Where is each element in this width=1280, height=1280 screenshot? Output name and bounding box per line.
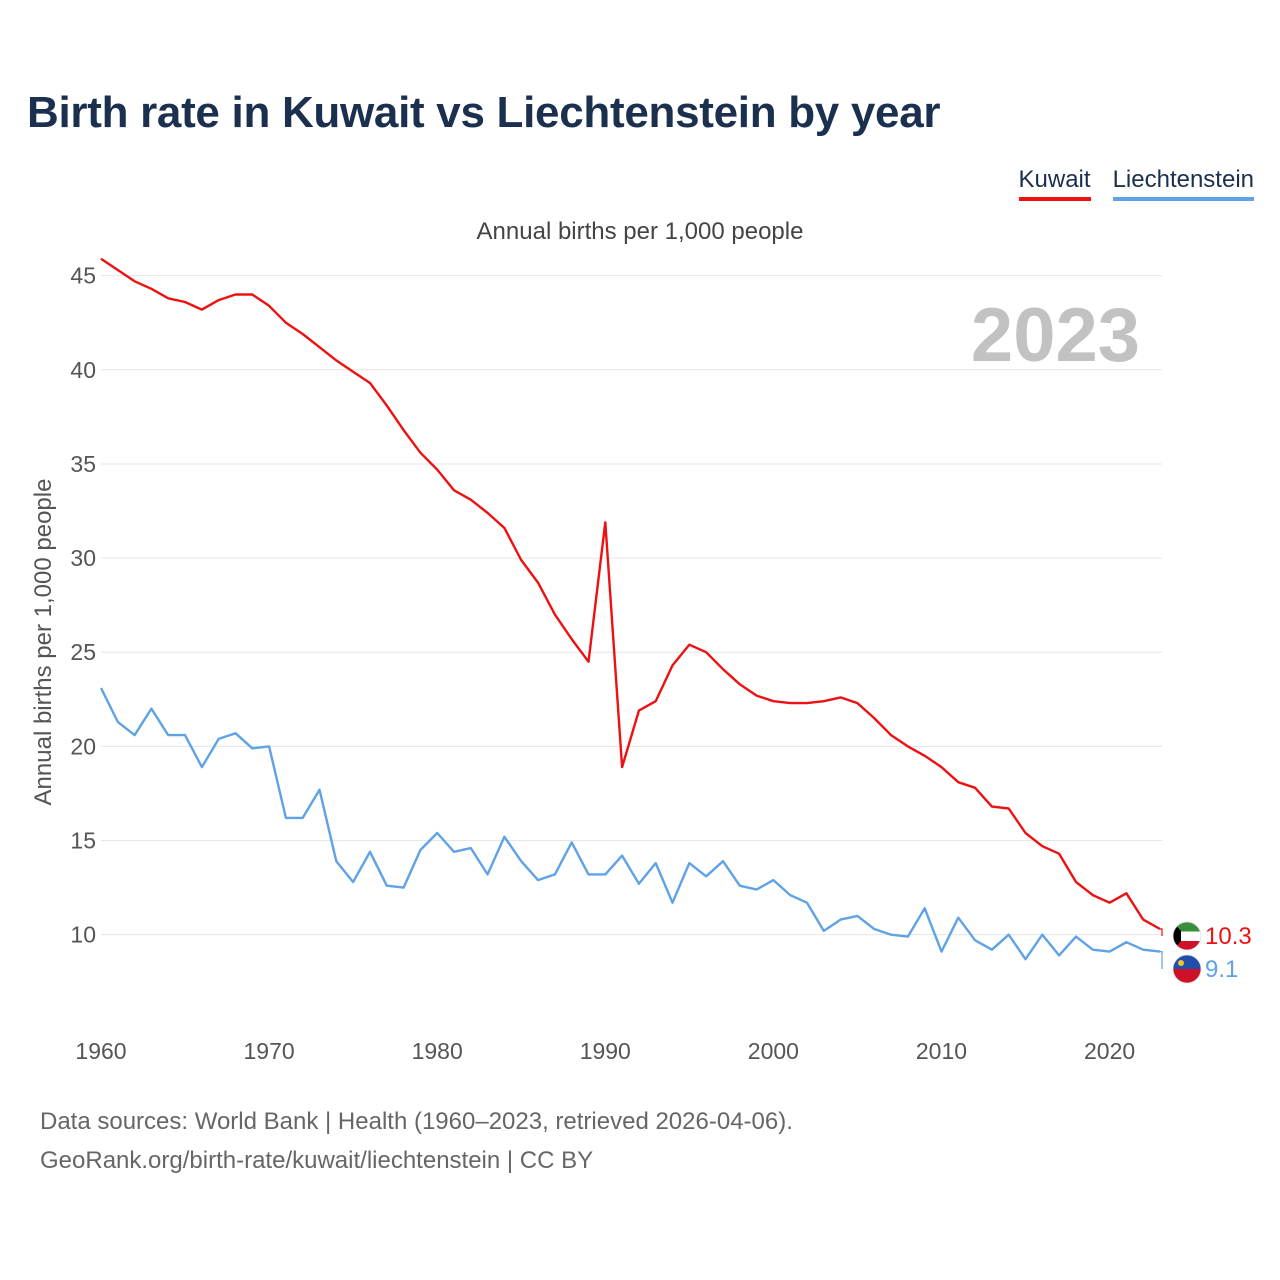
page-title: Birth rate in Kuwait vs Liechtenstein by… [27,88,941,137]
x-tick-label: 1970 [244,1038,295,1064]
y-tick-label: 45 [70,263,96,289]
legend-item-kuwait[interactable]: Kuwait [1018,166,1091,201]
y-tick-label: 20 [70,733,96,759]
y-tick-label: 10 [70,922,96,948]
x-tick-label: 1980 [412,1038,463,1064]
x-tick-label: 2010 [916,1038,967,1064]
grid [101,275,1162,936]
footer-sources: Data sources: World Bank | Health (1960–… [40,1108,793,1135]
legend-item-liechtenstein[interactable]: Liechtenstein [1112,166,1254,201]
end-connector-kuwait [1160,928,1163,936]
year-label: 2023 [971,293,1140,378]
series-layer [99,257,1161,961]
y-tick-label: 25 [70,639,96,665]
y-tick-label: 35 [70,451,96,477]
chart-subtitle: Annual births per 1,000 people [476,218,804,245]
x-tick-label: 1990 [580,1038,631,1064]
x-axis-ticks: 1960 1970 1980 1990 2000 2010 2020 [75,1038,1135,1064]
x-tick-label: 2020 [1084,1038,1135,1064]
footer-attribution: GeoRank.org/birth-rate/kuwait/liechtenst… [40,1147,594,1174]
x-tick-label: 1960 [75,1038,126,1064]
liechtenstein-flag-icon [1172,954,1202,984]
end-markers: 10.3 9.1 [1160,921,1252,984]
x-tick-label: 2000 [748,1038,799,1064]
end-connector-liechtenstein [1160,951,1163,969]
series-line-kuwait [100,257,1161,931]
legend: Kuwait Liechtenstein [1018,166,1254,201]
y-tick-label: 15 [70,828,96,854]
y-tick-label: 40 [70,357,96,383]
end-value-label-liechtenstein: 9.1 [1205,956,1238,983]
series-line-liechtenstein [99,687,1161,961]
end-value-label-kuwait: 10.3 [1205,923,1252,950]
y-tick-label: 30 [70,545,96,571]
y-axis-label: Annual births per 1,000 people [30,479,57,806]
y-axis-ticks: 10 15 20 25 30 35 40 45 [70,263,96,948]
kuwait-flag-icon [1172,921,1202,951]
